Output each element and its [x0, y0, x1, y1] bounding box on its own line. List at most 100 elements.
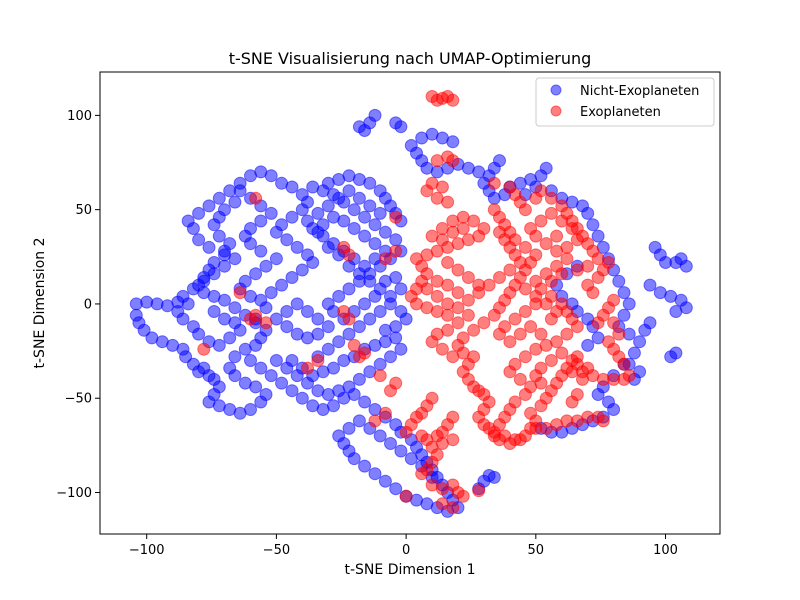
- data-point: [363, 176, 377, 190]
- data-point: [570, 320, 584, 334]
- data-point: [394, 120, 408, 134]
- data-point: [394, 342, 408, 356]
- data-point: [503, 263, 517, 277]
- data-point: [529, 248, 543, 262]
- data-point: [633, 335, 647, 349]
- data-point: [477, 222, 491, 235]
- data-point: [249, 191, 263, 205]
- data-point: [311, 384, 325, 398]
- data-point: [544, 206, 558, 220]
- data-point: [311, 327, 325, 341]
- data-point: [358, 210, 372, 224]
- data-point: [565, 395, 579, 409]
- data-point: [290, 240, 304, 254]
- data-point: [202, 240, 216, 254]
- data-point: [332, 191, 346, 205]
- data-point: [555, 214, 569, 228]
- data-point: [550, 305, 564, 318]
- data-point: [269, 225, 283, 239]
- data-point: [550, 259, 564, 273]
- data-point: [269, 354, 283, 367]
- data-point: [352, 320, 366, 334]
- data-point: [472, 278, 486, 292]
- y-tick-label: −100: [56, 486, 92, 501]
- data-point: [435, 233, 449, 247]
- data-point: [321, 320, 335, 334]
- data-point: [358, 395, 372, 409]
- data-point: [415, 467, 429, 481]
- data-point: [280, 320, 294, 334]
- data-point: [212, 338, 226, 352]
- data-point: [596, 372, 610, 386]
- x-tick-label: 0: [402, 543, 410, 558]
- data-point: [560, 327, 574, 341]
- data-point: [290, 297, 304, 311]
- data-point: [435, 342, 449, 356]
- data-point: [233, 286, 247, 300]
- data-point: [275, 278, 289, 292]
- data-point: [539, 237, 553, 251]
- data-point: [581, 206, 595, 220]
- data-point: [378, 252, 392, 266]
- data-point: [249, 308, 263, 322]
- data-point: [321, 240, 335, 254]
- data-point: [487, 176, 501, 190]
- x-tick-label: 100: [653, 543, 678, 558]
- data-point: [327, 210, 340, 224]
- data-point: [487, 203, 501, 217]
- data-point: [197, 274, 211, 288]
- data-point: [674, 252, 688, 266]
- data-point: [186, 282, 200, 296]
- data-point: [461, 271, 475, 284]
- data-point: [332, 289, 346, 303]
- data-point: [212, 191, 226, 205]
- data-point: [513, 433, 527, 447]
- series-exoplaneten: [197, 90, 636, 515]
- x-tick-label: 50: [528, 543, 545, 558]
- data-point: [176, 312, 190, 326]
- data-point: [378, 406, 392, 420]
- data-point: [295, 391, 309, 405]
- legend: Nicht-Exoplaneten Exoplaneten: [535, 77, 715, 127]
- data-point: [280, 233, 294, 247]
- data-point: [384, 289, 397, 303]
- data-point: [451, 286, 465, 300]
- data-point: [664, 350, 678, 364]
- data-point: [352, 191, 366, 205]
- data-point: [192, 233, 206, 247]
- data-point: [529, 289, 543, 303]
- data-point: [228, 301, 242, 315]
- data-point: [238, 274, 252, 288]
- data-point: [378, 274, 392, 288]
- data-point: [342, 327, 356, 341]
- data-point: [461, 293, 475, 307]
- y-tick-label: 0: [84, 297, 92, 312]
- data-point: [456, 222, 470, 235]
- y-axis-ticks: −100 −50 0 50 100: [56, 109, 100, 501]
- data-point: [384, 437, 397, 450]
- data-point: [643, 316, 657, 330]
- data-point: [181, 214, 195, 228]
- x-axis-ticks: −100 −50 0 50 100: [129, 534, 678, 558]
- data-point: [358, 459, 372, 473]
- data-point: [337, 305, 351, 318]
- data-point: [420, 282, 434, 296]
- data-point: [207, 218, 221, 232]
- data-point: [524, 406, 538, 420]
- data-point: [539, 297, 553, 311]
- data-point: [389, 233, 403, 247]
- data-point: [451, 263, 465, 277]
- data-point: [544, 191, 558, 205]
- data-point: [534, 327, 548, 341]
- data-point: [534, 214, 548, 228]
- data-point: [487, 470, 501, 484]
- data-point: [295, 263, 309, 277]
- legend-marker-exoplaneten: [550, 105, 562, 117]
- data-point: [550, 229, 564, 243]
- data-point: [347, 338, 361, 352]
- data-point: [218, 312, 231, 326]
- chart-title: t-SNE Visualisierung nach UMAP-Optimieru…: [229, 49, 592, 68]
- data-point: [518, 388, 532, 401]
- data-point: [197, 342, 211, 356]
- data-point: [368, 237, 382, 251]
